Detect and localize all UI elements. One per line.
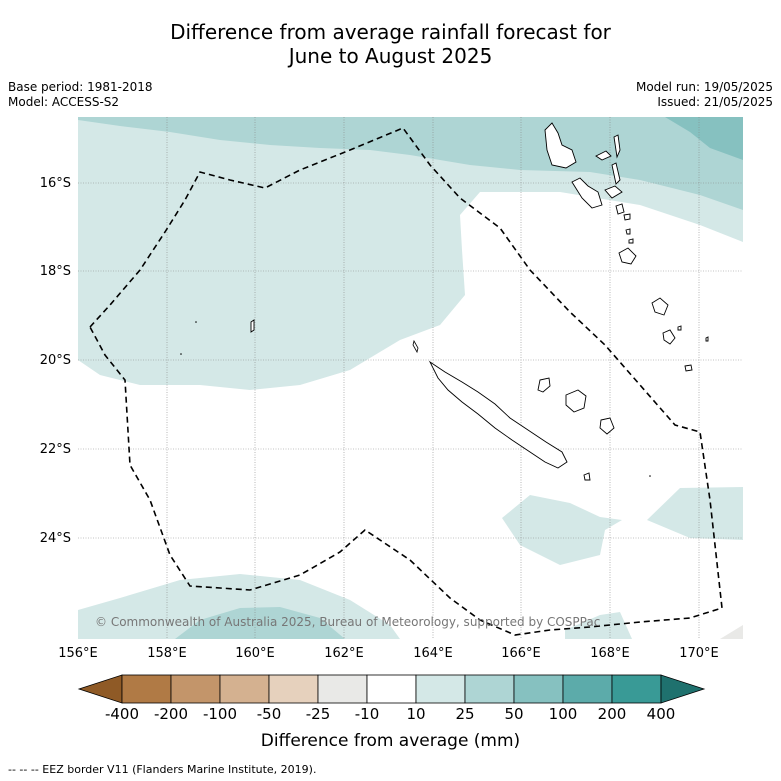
- meta-right: Model run: 19/05/2025 Issued: 21/05/2025: [636, 80, 773, 110]
- rainfall-region-grey: [720, 625, 743, 639]
- title-line-2: June to August 2025: [288, 44, 493, 68]
- colorbar-segment: [268, 674, 319, 704]
- island-malekula: [571, 177, 603, 209]
- island-chesterfield: [250, 319, 255, 333]
- island-belep: [412, 339, 419, 354]
- colorbar-tick-label: 200: [597, 705, 627, 723]
- colorbar-tick-label: -50: [256, 705, 282, 723]
- lon-label-168e: 168°E: [590, 646, 630, 661]
- island-ambae: [595, 150, 612, 161]
- colorbar-segment: [611, 674, 662, 704]
- rainfall-region-east-1: [502, 495, 622, 565]
- island-shepherd: [623, 213, 631, 221]
- rainfall-region-east-2: [647, 487, 743, 540]
- island-epi: [615, 203, 625, 215]
- colorbar: [77, 674, 706, 704]
- island-pentecost: [611, 162, 621, 185]
- colorbar-tick-label: 400: [646, 705, 676, 723]
- lat-label-16s: 16°S: [39, 176, 71, 191]
- colorbar-title: Difference from average (mm): [260, 731, 521, 751]
- new-caledonia-island: [428, 360, 568, 469]
- colorbar-segment: [464, 674, 515, 704]
- eez-border: [89, 127, 723, 636]
- colorbar-arrow-high: [660, 674, 706, 704]
- colorbar-segment: [121, 674, 172, 704]
- island-espiritu-santo: [544, 122, 577, 169]
- lon-label-160e: 160°E: [235, 646, 275, 661]
- graticule: [78, 117, 743, 639]
- colorbar-segment: [317, 674, 368, 704]
- island-erromango: [651, 297, 669, 316]
- island-tanna: [662, 329, 676, 345]
- issued-date: Issued: 21/05/2025: [657, 95, 773, 109]
- island-futuna: [705, 336, 709, 342]
- title-line-1: Difference from average rainfall forecas…: [170, 20, 611, 44]
- map-canvas: [78, 117, 743, 639]
- reef-dot-2: [180, 353, 182, 355]
- colorbar-tick-label: -100: [202, 705, 238, 723]
- colorbar-tick-label: 50: [504, 705, 524, 723]
- colorbar-segment: [170, 674, 221, 704]
- colorbar-tick-label: -400: [104, 705, 140, 723]
- lon-label-156e: 156°E: [58, 646, 98, 661]
- colorbar-tick-label: 25: [455, 705, 475, 723]
- rainfall-region-south-2: [175, 607, 345, 639]
- lat-label-20s: 20°S: [39, 353, 71, 368]
- colorbar-segment: [562, 674, 613, 704]
- colorbar-segment: [366, 674, 417, 704]
- rainfall-region-50-100: [665, 117, 743, 160]
- island-aneityum: [684, 364, 693, 372]
- lon-label-162e: 162°E: [324, 646, 364, 661]
- reef-dot-3: [649, 475, 651, 477]
- model-name: Model: ACCESS-S2: [8, 95, 120, 109]
- island-lifou: [565, 389, 587, 413]
- model-run: Model run: 19/05/2025: [635, 80, 773, 94]
- island-efate: [618, 247, 637, 265]
- colorbar-tick-label: -200: [153, 705, 189, 723]
- copyright-text: © Commonwealth of Australia 2025, Bureau…: [95, 615, 601, 629]
- island-mare: [599, 417, 615, 435]
- colorbar-segment: [415, 674, 466, 704]
- lat-label-18s: 18°S: [39, 264, 71, 279]
- lat-label-24s: 24°S: [39, 531, 71, 546]
- lon-label-164e: 164°E: [413, 646, 453, 661]
- map-title: Difference from average rainfall forecas…: [0, 20, 781, 68]
- meta-left: Base period: 1981-2018 Model: ACCESS-S2: [8, 80, 153, 110]
- island-small-1: [625, 228, 631, 235]
- island-pines: [583, 472, 591, 481]
- colorbar-segment: [219, 674, 270, 704]
- rainfall-region-25-50: [78, 117, 743, 210]
- colorbar-segment: [513, 674, 564, 704]
- eez-legend-footer: -- -- -- EEZ border V11 (Flanders Marine…: [8, 763, 317, 776]
- colorbar-tick-label: -10: [354, 705, 380, 723]
- island-small-2: [628, 238, 634, 244]
- colorbar-tick-label: 10: [406, 705, 426, 723]
- island-ouvea: [537, 377, 551, 393]
- colorbar-tick-label: -25: [305, 705, 331, 723]
- island-maewo: [613, 134, 621, 159]
- island-aniwa: [677, 325, 682, 331]
- lon-label-170e: 170°E: [679, 646, 719, 661]
- base-period: Base period: 1981-2018: [8, 80, 153, 94]
- lat-label-22s: 22°S: [39, 442, 71, 457]
- island-ambrym: [604, 185, 623, 199]
- reef-dot-1: [195, 321, 197, 323]
- colorbar-arrow-low: [77, 674, 123, 704]
- lon-label-166e: 166°E: [501, 646, 541, 661]
- colorbar-tick-label: 100: [548, 705, 578, 723]
- lon-label-158e: 158°E: [147, 646, 187, 661]
